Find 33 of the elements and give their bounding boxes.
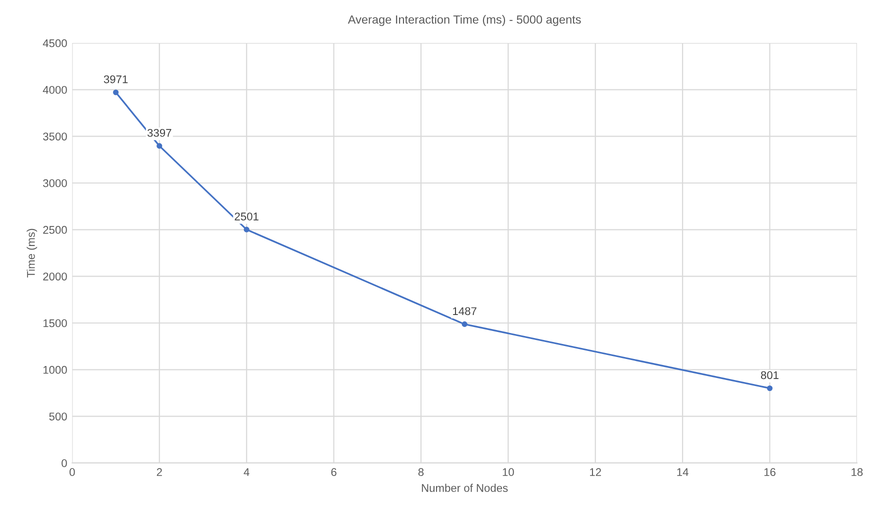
- data-label: 1487: [453, 307, 476, 316]
- data-label: 2501: [234, 212, 258, 220]
- x-tick-label: 18: [852, 468, 863, 476]
- x-axis-title: Number of Nodes: [422, 484, 508, 492]
- x-tick-label: 8: [418, 468, 424, 476]
- x-tick-label: 0: [70, 468, 75, 476]
- y-tick-label: 500: [49, 412, 67, 420]
- y-tick-label: 1000: [43, 366, 67, 374]
- x-tick-label: 10: [502, 468, 514, 476]
- y-tick-label: 3000: [43, 179, 67, 188]
- y-tick-label: 2500: [43, 226, 67, 234]
- y-tick-label: 3500: [43, 132, 67, 140]
- x-tick-label: 6: [331, 468, 336, 476]
- point: [462, 321, 468, 327]
- x-tick-label: 4: [244, 468, 250, 476]
- y-axis-title: Time (ms): [26, 228, 38, 278]
- x-tick-label: 12: [590, 468, 601, 476]
- point: [156, 143, 162, 149]
- chart-title: Average Interaction Time (ms) - 5000 agents: [348, 15, 581, 26]
- y-tick-label: 0: [62, 459, 67, 468]
- x-tick-label: 16: [764, 468, 776, 476]
- y-tick-label: 4500: [42, 39, 67, 48]
- x-tick-label: 14: [677, 468, 688, 476]
- point: [244, 226, 250, 232]
- data-label: 801: [760, 371, 778, 380]
- y-tick-label: 1500: [43, 319, 67, 328]
- point: [113, 90, 119, 96]
- y-tick-label: 2000: [43, 272, 67, 280]
- data-label: 3397: [147, 128, 172, 137]
- x-tick-label: 2: [156, 468, 162, 476]
- y-tick-label: 4000: [42, 86, 67, 94]
- data-label: 3971: [104, 75, 128, 84]
- point: [766, 385, 773, 392]
